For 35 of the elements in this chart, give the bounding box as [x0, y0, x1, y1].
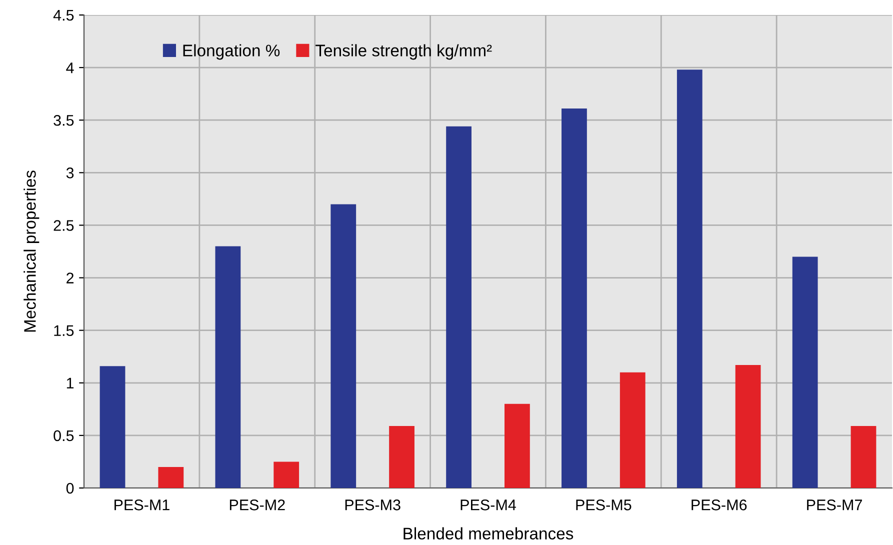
bar [446, 126, 472, 488]
y-tick-label: 2.5 [54, 220, 74, 231]
bar [735, 365, 761, 488]
bar [676, 70, 702, 488]
y-tick-label: 4 [66, 62, 74, 74]
x-tick-label: PES-M5 [576, 500, 632, 510]
x-tick-label: PES-M6 [692, 500, 747, 510]
bar [620, 372, 646, 488]
bar [158, 466, 184, 488]
y-tick-label: 4.5 [53, 10, 74, 21]
bar [389, 426, 414, 488]
bar [330, 204, 356, 488]
legend-label: Tensile strength kg/mm² [316, 44, 492, 60]
y-axis-title: Mechanical properties [24, 170, 40, 332]
bar [792, 256, 818, 488]
x-axis-title: Blended memebrances [404, 527, 574, 540]
bar [100, 366, 126, 488]
x-tick-label: PES-M2 [230, 500, 285, 510]
y-tick-label: 0.5 [54, 430, 74, 442]
bar [215, 246, 241, 488]
x-tick-label: PES-M4 [460, 500, 516, 510]
bar [850, 426, 876, 488]
bar [562, 108, 587, 488]
y-tick-label: 2 [66, 272, 74, 284]
bar [504, 404, 530, 488]
x-tick-label: PES-M3 [345, 500, 400, 510]
y-tick-label: 1 [66, 378, 74, 388]
bar [274, 462, 300, 488]
y-tick-label: 3 [66, 168, 74, 178]
x-tick-label: PES-M1 [114, 500, 170, 510]
y-tick-label: 0 [66, 482, 74, 494]
x-tick-label: PES-M7 [807, 500, 862, 510]
y-tick-label: 1.5 [54, 325, 74, 336]
legend-label: Elongation % [183, 44, 280, 60]
y-tick-label: 3.5 [54, 114, 74, 126]
